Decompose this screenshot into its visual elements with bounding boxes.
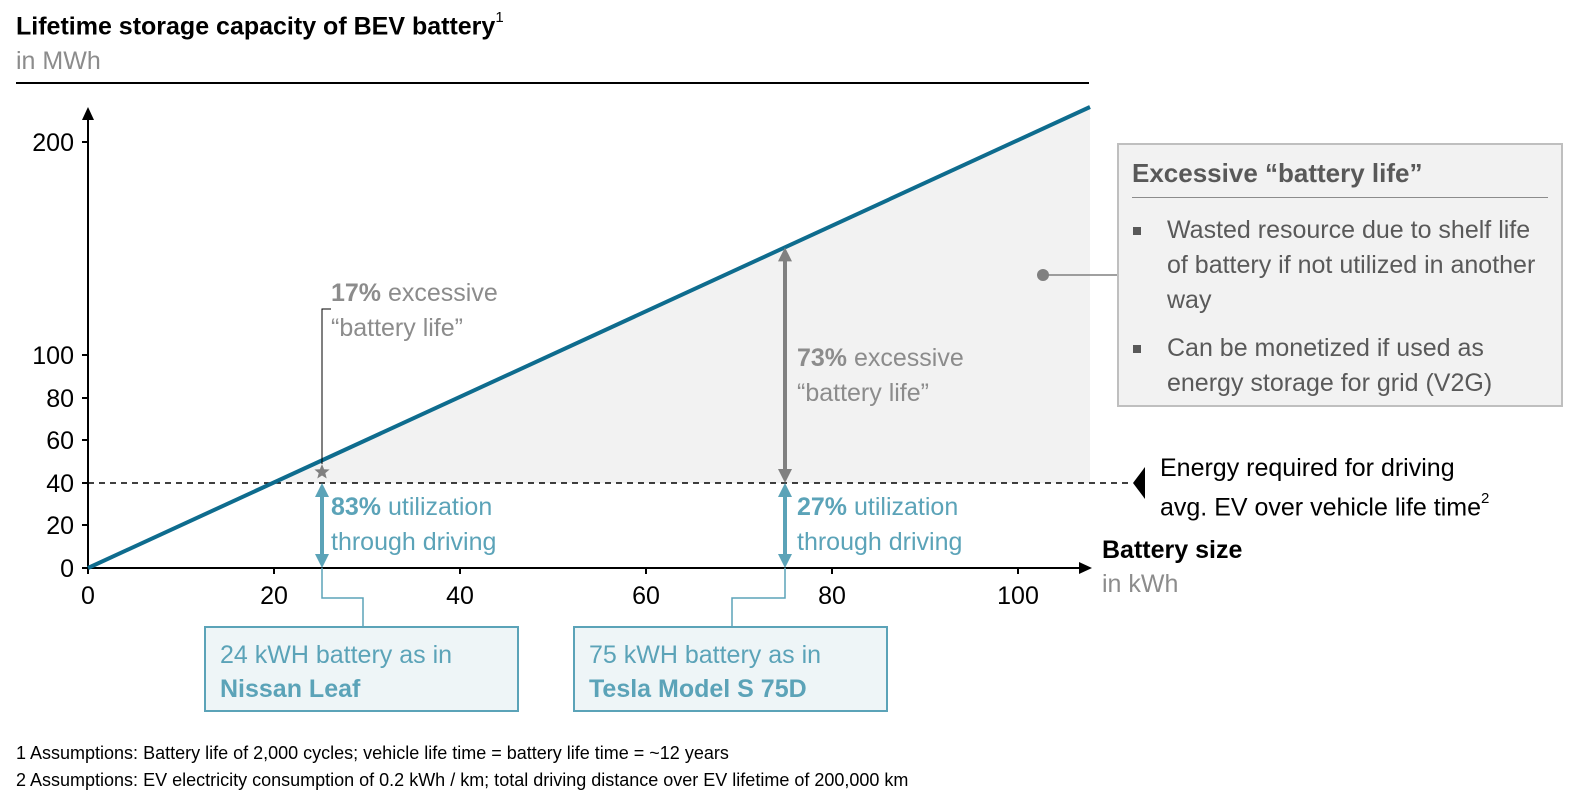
excess-star-icon xyxy=(314,464,330,479)
excess-arrow-head-icon xyxy=(778,247,792,262)
title-divider xyxy=(16,82,1089,84)
excess-pct-tesla: 73% xyxy=(797,344,848,372)
excess-box-divider xyxy=(1132,197,1548,198)
excess-box-title: Excessive “battery life” xyxy=(1132,158,1423,188)
utilization-arrow-head-icon xyxy=(778,483,792,497)
excess-annotation-tesla: 73% excessive “battery life” xyxy=(797,341,964,411)
x-tick-label: 0 xyxy=(81,582,95,610)
utilization-arrow-head-icon xyxy=(778,554,792,568)
tesla-box-line1: 75 kWH battery as in xyxy=(589,641,822,669)
footnotes: 1 Assumptions: Battery life of 2,000 cyc… xyxy=(16,740,908,794)
footnote-2: 2 Assumptions: EV electricity consumptio… xyxy=(16,770,909,790)
util-pct-tesla: 27% xyxy=(797,493,848,521)
utilization-arrow-head-icon xyxy=(315,483,329,497)
energy-required-line1: Energy required for driving xyxy=(1160,454,1455,482)
x-tick-label: 60 xyxy=(632,582,660,610)
excess-leader-line xyxy=(321,308,331,464)
chart-subtitle: in MWh xyxy=(16,47,101,75)
y-axis-arrow-icon xyxy=(82,107,94,120)
x-axis-unit: in kWh xyxy=(1102,570,1179,598)
excess-bullet-text: Can be monetized if used as energy stora… xyxy=(1167,334,1493,397)
excess-pct-nissan: 17% xyxy=(331,279,382,307)
y-tick-label: 100 xyxy=(32,342,74,370)
x-tick-label: 100 xyxy=(997,582,1039,610)
excess-bullet-text: Wasted resource due to shelf life of bat… xyxy=(1167,216,1536,314)
excess-arrow-head-icon xyxy=(778,469,792,483)
nissan-leaf-box: 24 kWH battery as in Nissan Leaf xyxy=(204,626,519,712)
nissan-box-line1: 24 kWH battery as in xyxy=(220,641,453,669)
tesla-leader-line xyxy=(731,568,786,626)
chart-title: Lifetime storage capacity of BEV battery… xyxy=(16,9,504,41)
series-line xyxy=(87,105,1091,570)
energy-required-footnote-ref: 2 xyxy=(1480,490,1490,507)
y-tick-label: 80 xyxy=(46,385,74,413)
x-tick-label: 80 xyxy=(818,582,846,610)
y-tick-label: 0 xyxy=(60,555,74,583)
excess-label2-tesla: “battery life” xyxy=(797,379,929,407)
utilization-arrow-head-icon xyxy=(315,554,329,568)
excess-label-tesla: excessive xyxy=(854,344,964,372)
nissan-leader-line xyxy=(321,568,364,626)
x-axis-label: Battery size xyxy=(1102,536,1243,564)
excess-label2-nissan: “battery life” xyxy=(331,314,463,342)
y-tick-label: 40 xyxy=(46,470,74,498)
util-annotation-tesla: 27% utilization through driving xyxy=(797,490,962,560)
excess-annotation-nissan: 17% excessive “battery life” xyxy=(331,276,498,346)
bullet-square-icon xyxy=(1133,227,1141,235)
util-label-tesla: utilization xyxy=(854,493,959,521)
util-label-nissan: utilization xyxy=(388,493,493,521)
x-tick-label: 20 xyxy=(260,582,288,610)
excess-label-nissan: excessive xyxy=(388,279,498,307)
x-tick-label: 40 xyxy=(446,582,474,610)
util-pct-nissan: 83% xyxy=(331,493,382,521)
tesla-box-model: Tesla Model S 75D xyxy=(589,675,807,703)
chart-title-text: Lifetime storage capacity of BEV battery xyxy=(16,12,496,41)
util-label2-tesla: through driving xyxy=(797,528,963,556)
y-tick-label: 20 xyxy=(46,512,74,540)
reference-marker-icon xyxy=(1133,467,1145,499)
energy-required-line2: avg. EV over vehicle life time xyxy=(1160,493,1481,522)
util-annotation-nissan: 83% utilization through driving xyxy=(331,490,496,560)
y-tick-label: 200 xyxy=(32,129,74,157)
tesla-model-box: 75 kWH battery as in Tesla Model S 75D xyxy=(573,626,888,712)
nissan-box-model: Nissan Leaf xyxy=(220,675,361,703)
footnote-1: 1 Assumptions: Battery life of 2,000 cyc… xyxy=(16,743,729,763)
x-axis-arrow-icon xyxy=(1079,562,1092,574)
energy-required-label: Energy required for driving avg. EV over… xyxy=(1160,451,1489,524)
title-footnote-ref: 1 xyxy=(495,9,504,26)
util-label2-nissan: through driving xyxy=(331,528,497,556)
bullet-square-icon xyxy=(1133,345,1141,353)
excess-battery-life-box: Excessive “battery life” Wasted resource… xyxy=(1117,143,1563,407)
y-tick-label: 60 xyxy=(46,427,74,455)
